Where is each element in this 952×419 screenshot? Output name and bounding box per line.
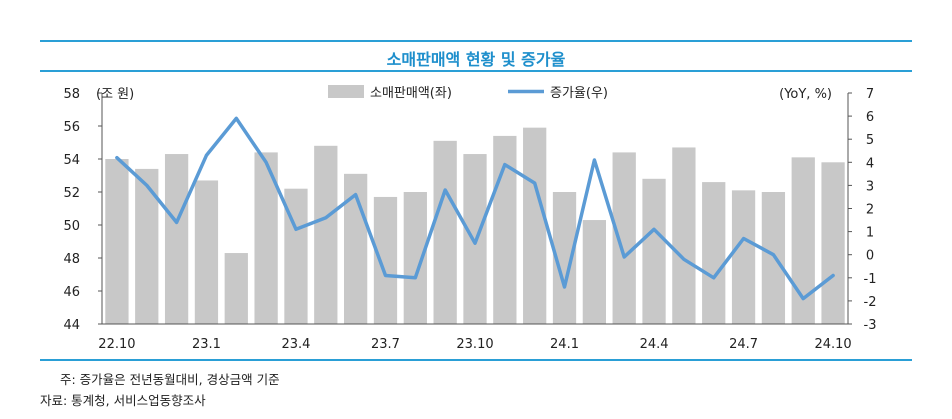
left-tick-label: 46 <box>63 285 80 300</box>
legend: 소매판매액(좌) 증가율(우) <box>328 85 608 101</box>
title-bar: 소매판매액 현황 및 증가율 <box>40 40 912 72</box>
right-tick-label: 0 <box>866 249 874 264</box>
title-bottom-rule <box>40 70 912 72</box>
left-tick-label: 44 <box>63 318 80 333</box>
bar <box>761 192 786 324</box>
bar <box>642 178 666 324</box>
bar <box>284 188 308 324</box>
bar <box>702 182 726 324</box>
bar <box>373 196 398 324</box>
bar <box>135 168 159 324</box>
left-tick-label: 52 <box>63 186 80 201</box>
chart-title: 소매판매액 현황 및 증가율 <box>386 50 566 69</box>
bar <box>612 152 636 324</box>
legend-bar-swatch <box>328 85 364 98</box>
title-top-rule <box>40 40 912 42</box>
right-tick-label: 5 <box>866 133 874 148</box>
footnote: 주: 증가율은 전년동월대비, 경상금액 기준 <box>60 372 280 387</box>
left-tick-label: 58 <box>63 87 80 102</box>
right-tick-label: -3 <box>864 318 877 333</box>
right-tick-label: -1 <box>864 272 877 287</box>
left-tick-label: 56 <box>63 120 80 135</box>
x-tick-label: 24.4 <box>640 337 669 352</box>
source-note: 자료: 통계청, 서비스업동향조사 <box>40 393 206 408</box>
chart-area: 44 46 48 50 52 54 56 58 -3 -2 -1 0 1 2 3 4 5 6 7 22.10 23.1 2… <box>40 76 912 356</box>
bar <box>821 162 845 324</box>
x-tick-label: 22.10 <box>98 337 135 352</box>
bar <box>791 157 815 324</box>
right-tick-label: 7 <box>866 87 874 102</box>
x-tick-label: 23.1 <box>192 337 221 352</box>
right-tick-label: 2 <box>866 203 874 218</box>
bar <box>254 152 278 324</box>
bar <box>105 159 129 324</box>
bar <box>164 154 189 324</box>
x-tick-label: 23.4 <box>281 337 310 352</box>
right-tick-label: 1 <box>866 226 874 241</box>
right-tick-label: -2 <box>864 295 877 310</box>
bar <box>403 192 427 324</box>
bar <box>672 147 696 324</box>
x-tick-label: 24.10 <box>814 337 851 352</box>
bar-series <box>105 127 845 325</box>
legend-bar-label: 소매판매액(좌) <box>370 86 452 101</box>
right-axis-label: (YoY, %) <box>779 87 832 102</box>
x-tick-label: 24.1 <box>550 337 579 352</box>
right-tick-label: 3 <box>866 179 874 194</box>
right-tick-label: 6 <box>866 110 874 125</box>
bar <box>194 180 219 324</box>
bar <box>582 220 606 324</box>
legend-line-label: 증가율(우) <box>550 86 608 101</box>
bar <box>433 140 457 324</box>
right-tick-label: 4 <box>866 156 874 171</box>
bar <box>552 192 577 324</box>
bar <box>731 190 756 324</box>
left-axis-label: (조 원) <box>96 87 134 102</box>
line-series <box>115 116 835 301</box>
left-tick-label: 48 <box>63 252 80 267</box>
left-tick-label: 54 <box>63 153 80 168</box>
left-tick-label: 50 <box>63 219 80 234</box>
x-tick-label: 24.7 <box>729 337 758 352</box>
bar <box>314 145 338 324</box>
footer-rule <box>40 359 912 361</box>
bar <box>224 253 248 324</box>
x-tick-label: 23.10 <box>456 337 493 352</box>
x-tick-label: 23.7 <box>371 337 400 352</box>
bar <box>523 127 547 325</box>
